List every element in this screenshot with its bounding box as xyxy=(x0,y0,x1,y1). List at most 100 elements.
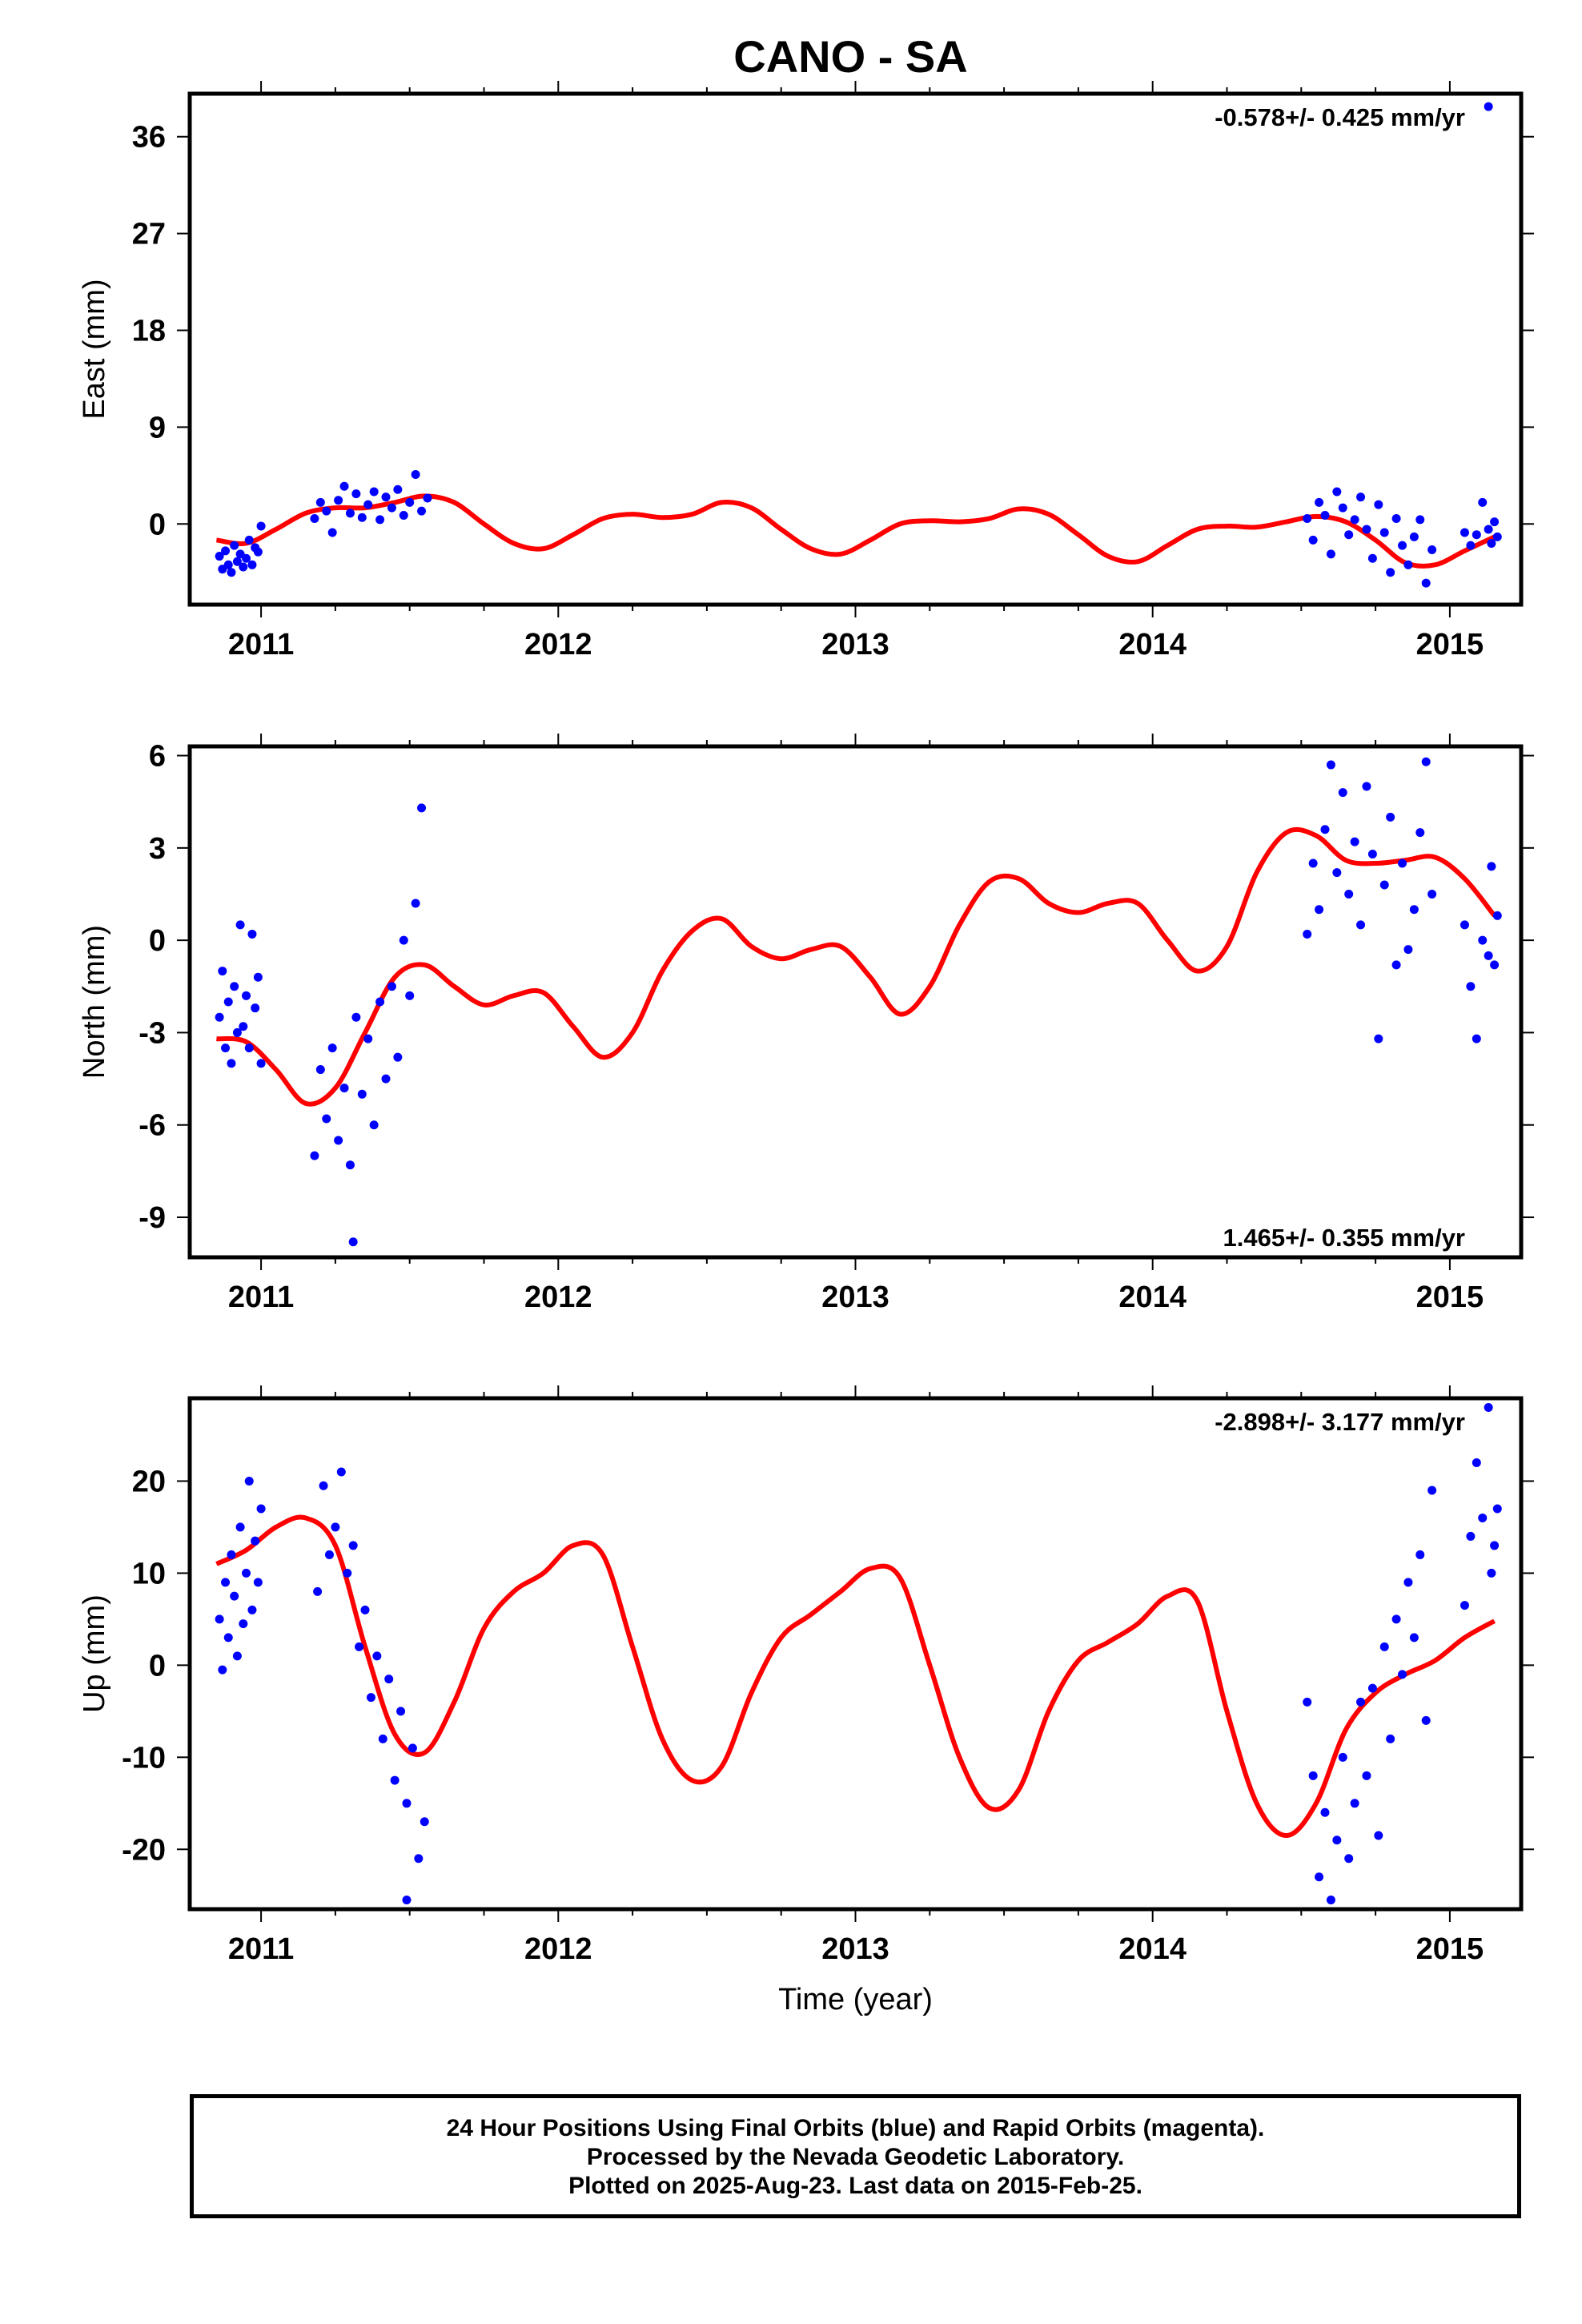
position-point xyxy=(313,1586,323,1596)
position-point xyxy=(1315,1872,1324,1882)
x-tick-label: 2013 xyxy=(821,1281,889,1314)
position-point xyxy=(319,1481,328,1490)
y-tick-label: 18 xyxy=(132,314,166,348)
model-fit-line xyxy=(216,826,1496,1107)
panel-east: 2011 2012 2013 2014 2015 0 9 18 27 36 East (mm) -0.… xyxy=(78,81,1534,661)
x-tick-label: 2012 xyxy=(524,1281,592,1314)
position-point xyxy=(1466,541,1476,550)
position-point xyxy=(384,1675,394,1684)
position-point xyxy=(1487,862,1496,871)
position-point xyxy=(393,485,403,494)
position-point xyxy=(244,1476,254,1486)
position-point xyxy=(1320,825,1330,834)
position-point xyxy=(1415,828,1425,838)
velocity-rate-label: 1.465+/- 0.355 mm/yr xyxy=(1223,1224,1465,1252)
position-point xyxy=(232,1027,242,1037)
position-point xyxy=(372,1651,382,1661)
position-point xyxy=(327,528,337,537)
position-point xyxy=(310,514,319,524)
x-tick-label: 2014 xyxy=(1118,1281,1186,1314)
y-tick-label: -20 xyxy=(122,1833,166,1867)
plot-frame xyxy=(187,91,1524,607)
position-point xyxy=(315,497,325,507)
position-point xyxy=(363,1034,373,1043)
velocity-rate-label: -2.898+/- 3.177 mm/yr xyxy=(1215,1408,1465,1436)
position-point xyxy=(405,497,415,507)
position-point xyxy=(1478,935,1488,945)
position-point xyxy=(247,929,257,939)
position-point xyxy=(232,557,242,566)
position-point xyxy=(417,803,427,813)
position-point xyxy=(1415,515,1425,525)
x-tick-label: 2014 xyxy=(1118,628,1186,661)
position-point xyxy=(1362,525,1371,534)
caption-box: 24 Hour Positions Using Final Orbits (bl… xyxy=(190,2094,1521,2218)
position-point xyxy=(339,481,349,491)
position-point xyxy=(1427,545,1437,554)
position-point xyxy=(327,1043,337,1053)
position-point xyxy=(242,553,251,563)
position-point xyxy=(1484,1402,1493,1412)
position-point xyxy=(375,515,385,525)
position-point xyxy=(399,935,408,945)
position-point xyxy=(1460,528,1469,537)
position-point xyxy=(363,500,373,509)
position-point xyxy=(1379,880,1389,890)
position-point xyxy=(1344,530,1354,540)
position-point xyxy=(1362,782,1371,791)
position-point xyxy=(1460,1601,1469,1610)
y-tick-label: -9 xyxy=(139,1201,166,1235)
position-point xyxy=(251,1003,260,1013)
position-point xyxy=(375,997,385,1007)
chart-title: CANO - SA xyxy=(733,31,968,82)
position-point xyxy=(1466,1531,1476,1541)
position-point xyxy=(230,1591,239,1601)
position-point xyxy=(1386,1734,1395,1743)
position-point xyxy=(1391,514,1401,524)
position-point xyxy=(1350,515,1359,525)
position-point xyxy=(256,1504,266,1514)
plot-area xyxy=(215,757,1502,1247)
position-point xyxy=(345,509,355,518)
position-point xyxy=(1427,889,1437,899)
y-tick-label: -3 xyxy=(139,1016,166,1050)
position-point xyxy=(1374,1034,1383,1043)
position-point xyxy=(221,1578,231,1587)
position-point xyxy=(1386,812,1395,822)
position-point xyxy=(253,1578,263,1587)
position-point xyxy=(411,469,420,479)
position-point xyxy=(1472,1034,1481,1043)
position-point xyxy=(1490,517,1500,527)
position-point xyxy=(360,1605,370,1614)
position-point xyxy=(1356,493,1366,502)
position-point xyxy=(242,1568,251,1578)
position-point xyxy=(1409,905,1419,915)
position-point xyxy=(1391,960,1401,970)
position-point xyxy=(417,506,427,516)
position-point xyxy=(1320,511,1330,521)
y-tick-label: 9 xyxy=(149,411,166,444)
position-point xyxy=(1315,497,1324,507)
position-point xyxy=(221,546,231,556)
position-point xyxy=(244,1043,254,1053)
y-tick-label: 0 xyxy=(149,924,166,958)
position-point xyxy=(1460,920,1469,930)
position-point xyxy=(345,1160,355,1170)
y-tick-label: 3 xyxy=(149,832,166,866)
position-point xyxy=(1386,568,1395,577)
position-point xyxy=(1484,525,1493,534)
position-point xyxy=(387,982,396,991)
position-point xyxy=(411,899,420,908)
position-point xyxy=(1356,1697,1366,1707)
position-point xyxy=(310,1151,319,1160)
position-point xyxy=(1350,1799,1359,1808)
position-point xyxy=(242,991,251,1000)
position-point xyxy=(1403,1578,1413,1587)
plot-area xyxy=(215,1402,1502,1905)
outlier-point xyxy=(1484,102,1493,111)
model-fit-line xyxy=(215,1514,1496,1839)
position-point xyxy=(381,493,391,502)
position-point xyxy=(215,1614,224,1624)
position-point xyxy=(1398,541,1407,550)
